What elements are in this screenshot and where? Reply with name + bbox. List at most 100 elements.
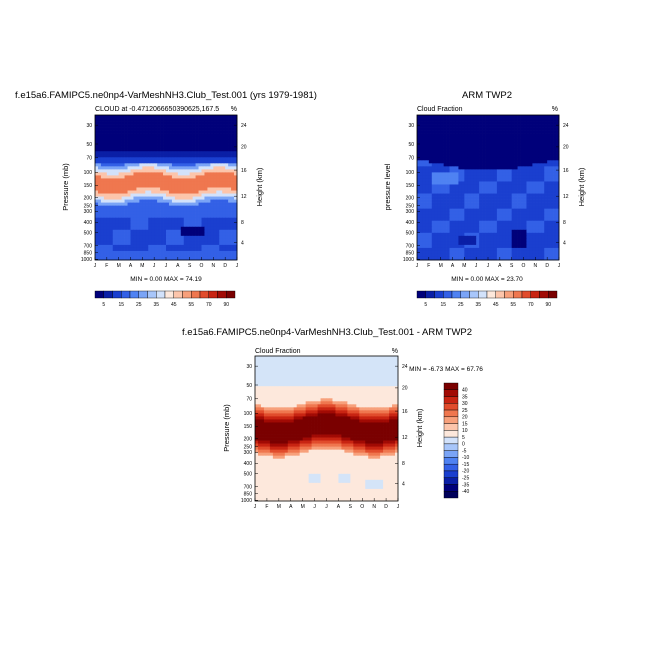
heatmap-cell bbox=[196, 151, 199, 154]
heatmap-cell bbox=[374, 359, 377, 362]
heatmap-cell bbox=[464, 145, 467, 148]
heatmap-cell bbox=[447, 200, 450, 203]
heatmap-cell bbox=[122, 157, 125, 160]
heatmap-cell bbox=[453, 148, 456, 151]
heatmap-cell bbox=[503, 236, 506, 239]
heatmap-cell bbox=[187, 115, 190, 118]
heatmap-cell bbox=[485, 124, 488, 127]
heatmap-cell bbox=[148, 136, 151, 139]
heatmap-cell bbox=[231, 142, 234, 145]
heatmap-cell bbox=[193, 206, 196, 209]
y-tick-label: 1000 bbox=[403, 257, 414, 263]
heatmap-cell bbox=[157, 188, 160, 191]
heatmap-cell bbox=[467, 224, 470, 227]
heatmap-cell bbox=[110, 227, 113, 230]
heatmap-cell bbox=[207, 169, 210, 172]
heatmap-cell bbox=[199, 166, 202, 169]
heatmap-cell bbox=[181, 227, 184, 230]
heatmap-cell bbox=[184, 181, 187, 184]
heatmap-cell bbox=[178, 206, 181, 209]
heatmap-cell bbox=[136, 251, 139, 254]
heatmap-cell bbox=[175, 148, 178, 151]
heatmap-cell bbox=[172, 160, 175, 163]
heatmap-cell bbox=[142, 245, 145, 248]
heatmap-cell bbox=[116, 251, 119, 254]
heatmap-cell bbox=[529, 188, 532, 191]
heatmap-cell bbox=[187, 169, 190, 172]
heatmap-cell bbox=[125, 121, 128, 124]
heatmap-cell bbox=[98, 133, 101, 136]
heatmap-cell bbox=[538, 127, 541, 130]
heatmap-cell bbox=[426, 206, 429, 209]
heatmap-cell bbox=[518, 139, 521, 142]
heatmap-cell bbox=[503, 227, 506, 230]
heatmap-cell bbox=[467, 184, 470, 187]
heatmap-cell bbox=[461, 151, 464, 154]
heatmap-cell bbox=[193, 254, 196, 257]
heatmap-cell bbox=[500, 212, 503, 215]
heatmap-cell bbox=[420, 200, 423, 203]
heatmap-cell bbox=[521, 248, 524, 251]
heatmap-cell bbox=[503, 203, 506, 206]
x-tick-label: S bbox=[188, 263, 192, 269]
heatmap-cell bbox=[518, 121, 521, 124]
heatmap-cell bbox=[228, 233, 231, 236]
heatmap-cell bbox=[444, 242, 447, 245]
heatmap-cell bbox=[544, 115, 547, 118]
heatmap-cell bbox=[444, 139, 447, 142]
heatmap-cell bbox=[133, 166, 136, 169]
heatmap-cell bbox=[335, 356, 338, 359]
heatmap-cell bbox=[131, 139, 134, 142]
heatmap-cell bbox=[544, 242, 547, 245]
heatmap-cell bbox=[154, 130, 157, 133]
heatmap-cell bbox=[222, 121, 225, 124]
heatmap-cell bbox=[110, 166, 113, 169]
heatmap-cell bbox=[544, 194, 547, 197]
heatmap-cell bbox=[154, 178, 157, 181]
heatmap-cell bbox=[473, 242, 476, 245]
heatmap-cell bbox=[119, 236, 122, 239]
heatmap-cell bbox=[157, 136, 160, 139]
heatmap-cell bbox=[458, 124, 461, 127]
heatmap-cell bbox=[485, 118, 488, 121]
heatmap-cell bbox=[225, 248, 228, 251]
heatmap-cell bbox=[455, 163, 458, 166]
heatmap-cell bbox=[432, 154, 435, 157]
heatmap-cell bbox=[187, 248, 190, 251]
heatmap-cell bbox=[479, 160, 482, 163]
heatmap-cell bbox=[104, 245, 107, 248]
heatmap-cell bbox=[175, 121, 178, 124]
heatmap-cell bbox=[473, 218, 476, 221]
heatmap-cell bbox=[210, 184, 213, 187]
heatmap-cell bbox=[497, 133, 500, 136]
heatmap-cell bbox=[544, 148, 547, 151]
heatmap-cell bbox=[139, 127, 142, 130]
heatmap-cell bbox=[417, 206, 420, 209]
y-tick-label: 500 bbox=[406, 230, 415, 236]
heatmap-cell bbox=[160, 166, 163, 169]
heatmap-cell bbox=[213, 224, 216, 227]
heatmap-cell bbox=[178, 163, 181, 166]
heatmap-cell bbox=[151, 172, 154, 175]
heatmap-cell bbox=[207, 157, 210, 160]
heatmap-cell bbox=[95, 124, 98, 127]
heatmap-cell bbox=[506, 236, 509, 239]
heatmap-cell bbox=[225, 245, 228, 248]
heatmap-cell bbox=[116, 209, 119, 212]
heatmap-cell bbox=[417, 224, 420, 227]
heatmap-cell bbox=[196, 169, 199, 172]
heatmap-cell bbox=[515, 148, 518, 151]
heatmap-cell bbox=[210, 224, 213, 227]
heatmap-cell bbox=[178, 197, 181, 200]
heatmap-cell bbox=[136, 236, 139, 239]
heatmap-cell bbox=[190, 215, 193, 218]
heatmap-cell bbox=[172, 154, 175, 157]
heatmap-cell bbox=[145, 215, 148, 218]
heatmap-cell bbox=[228, 194, 231, 197]
heatmap-cell bbox=[426, 181, 429, 184]
heatmap-cell bbox=[521, 251, 524, 254]
heatmap-cell bbox=[532, 248, 535, 251]
heatmap-cell bbox=[485, 163, 488, 166]
heatmap-cell bbox=[225, 169, 228, 172]
heatmap-cell bbox=[423, 227, 426, 230]
